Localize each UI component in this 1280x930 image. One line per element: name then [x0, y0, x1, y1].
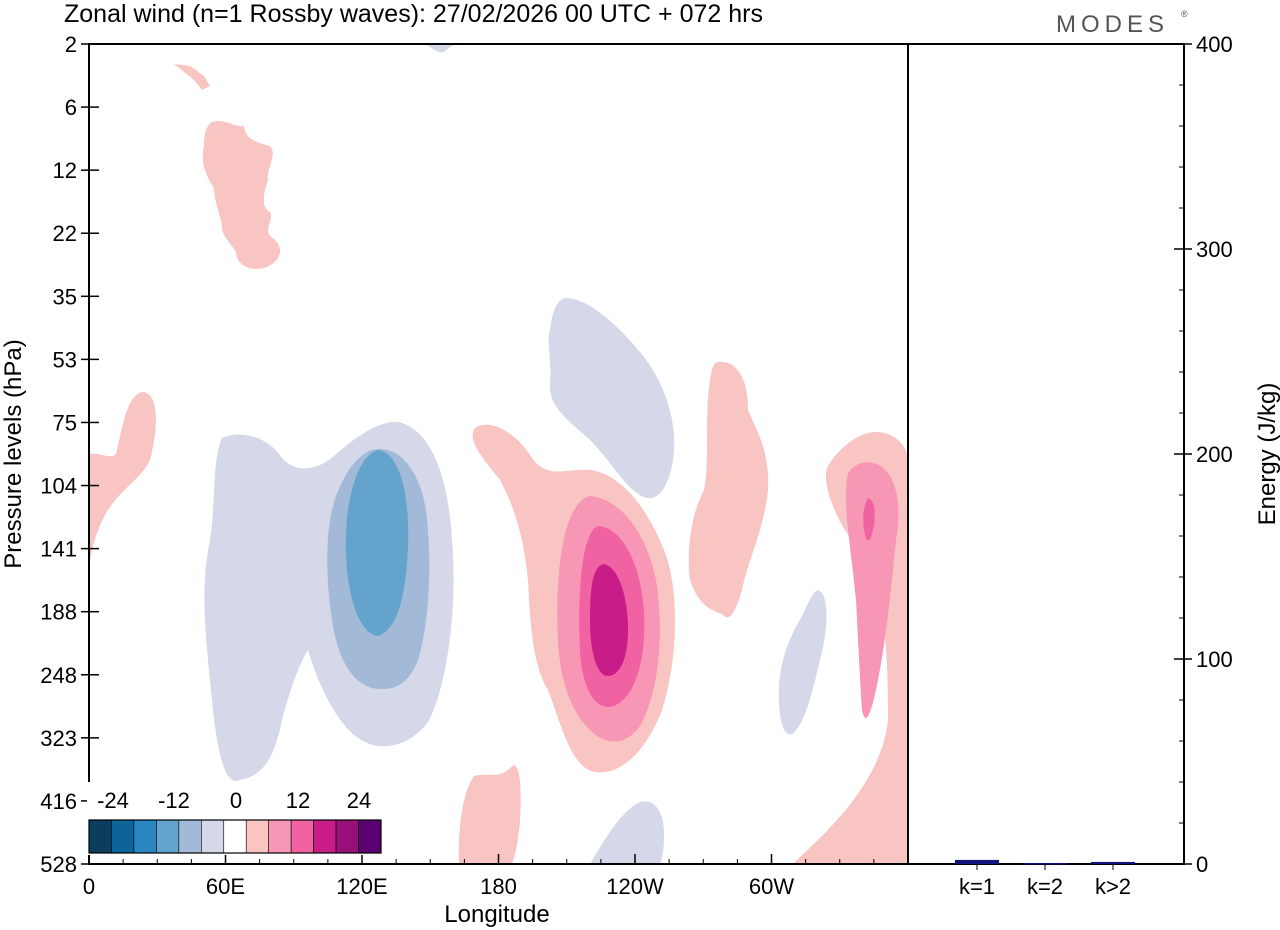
- contour-pos-upper-a: [202, 121, 281, 269]
- x-tick-label: 180: [480, 874, 517, 899]
- colorbar-tick-label: 12: [286, 788, 310, 813]
- x-tick-label: 60W: [749, 874, 794, 899]
- energy-axis-title: Energy (J/kg): [1254, 383, 1280, 526]
- x-axis-title: Longitude: [444, 901, 549, 928]
- energy-tick-label: 300: [1196, 237, 1233, 262]
- y-tick-label: 6: [65, 95, 77, 120]
- x-tick-label: 0: [83, 874, 95, 899]
- colorbar-swatch: [223, 819, 247, 854]
- energy-axis: 0 100 200 300 400: [1174, 32, 1233, 877]
- energy-tick-label: 100: [1196, 647, 1233, 672]
- x-tick-label: 120W: [606, 874, 664, 899]
- colorbar-swatch: [111, 819, 135, 854]
- contour-pos-right-l2: [846, 462, 899, 719]
- y-tick-label: 248: [40, 663, 77, 688]
- contour-field: [89, 44, 908, 864]
- y-tick-label: 22: [53, 221, 77, 246]
- brand-registered-mark: ®: [1181, 9, 1188, 19]
- energy-bar: [955, 859, 999, 864]
- energy-tick-label: 0: [1196, 852, 1208, 877]
- energy-categories: k=1 k=2 k>2: [959, 864, 1131, 899]
- energy-tick-label: 400: [1196, 32, 1233, 57]
- contour-neg-level-1e: [426, 44, 456, 53]
- colorbar-swatch: [201, 819, 225, 854]
- colorbar-tick-label: 0: [230, 788, 242, 813]
- energy-bar: [1023, 862, 1067, 865]
- x-tick-label: 60E: [206, 874, 245, 899]
- contour-neg-level-1d: [590, 801, 664, 864]
- x-tick-label: 120E: [336, 874, 387, 899]
- y-tick-label: 104: [40, 474, 77, 499]
- colorbar-tick-label: -24: [97, 788, 129, 813]
- contour-pos-upper-b: [174, 64, 210, 90]
- colorbar-swatch: [268, 819, 292, 854]
- contour-neg-level-1b: [548, 298, 675, 499]
- brand-logo: MODES: [1056, 11, 1169, 38]
- energy-category-label: k>2: [1095, 874, 1131, 899]
- y-tick-label: 416: [40, 789, 77, 814]
- colorbar: -24 -12 0 12 24: [87, 782, 383, 855]
- energy-panel-frame: [907, 43, 1185, 865]
- y-tick-label: 53: [53, 347, 77, 372]
- energy-category-label: k=1: [959, 874, 995, 899]
- y-tick-label: 528: [40, 852, 77, 877]
- colorbar-swatch: [313, 819, 337, 854]
- y-tick-label: 188: [40, 600, 77, 625]
- colorbar-tick-label: -12: [158, 788, 190, 813]
- y-tick-label: 35: [53, 284, 77, 309]
- energy-bar: [1091, 861, 1135, 864]
- contour-pos-left-edge: [89, 392, 156, 566]
- y-tick-label: 2: [65, 32, 77, 57]
- colorbar-swatch: [290, 819, 314, 854]
- y-axis-title: Pressure levels (hPa): [0, 339, 27, 568]
- colorbar-swatch: [358, 819, 382, 854]
- y-tick-label: 12: [53, 158, 77, 183]
- y-tick-label: 141: [40, 537, 77, 562]
- contour-pos-mid: [688, 361, 769, 618]
- contour-neg-level-1c: [778, 590, 827, 735]
- energy-category-label: k=2: [1027, 874, 1063, 899]
- y-tick-label: 323: [40, 726, 77, 751]
- colorbar-swatch: [133, 819, 157, 854]
- energy-bars: [955, 859, 1135, 865]
- colorbar-frame: [88, 819, 382, 854]
- pressure-axis: 2 6 12 22 35 53 75 104 141 188 248 323 416 528: [40, 32, 99, 877]
- y-tick-label: 75: [53, 410, 77, 435]
- contour-pos-level-4: [590, 564, 628, 676]
- chart-title: Zonal wind (n=1 Rossby waves): 27/02/202…: [64, 0, 763, 28]
- colorbar-swatch: [156, 819, 180, 854]
- colorbar-swatch: [178, 819, 202, 854]
- colorbar-swatch: [88, 819, 112, 854]
- energy-panel: [907, 43, 1185, 865]
- contour-pos-bottom: [458, 765, 521, 864]
- contour-neg-level-3: [345, 450, 409, 636]
- longitude-axis: 0 60E 120E 180 120W 60W: [83, 854, 875, 899]
- colorbar-swatch: [335, 819, 359, 854]
- energy-tick-label: 200: [1196, 442, 1233, 467]
- colorbar-swatch: [245, 819, 269, 854]
- colorbar-tick-label: 24: [347, 788, 371, 813]
- contour-pos-right-l3: [863, 498, 875, 541]
